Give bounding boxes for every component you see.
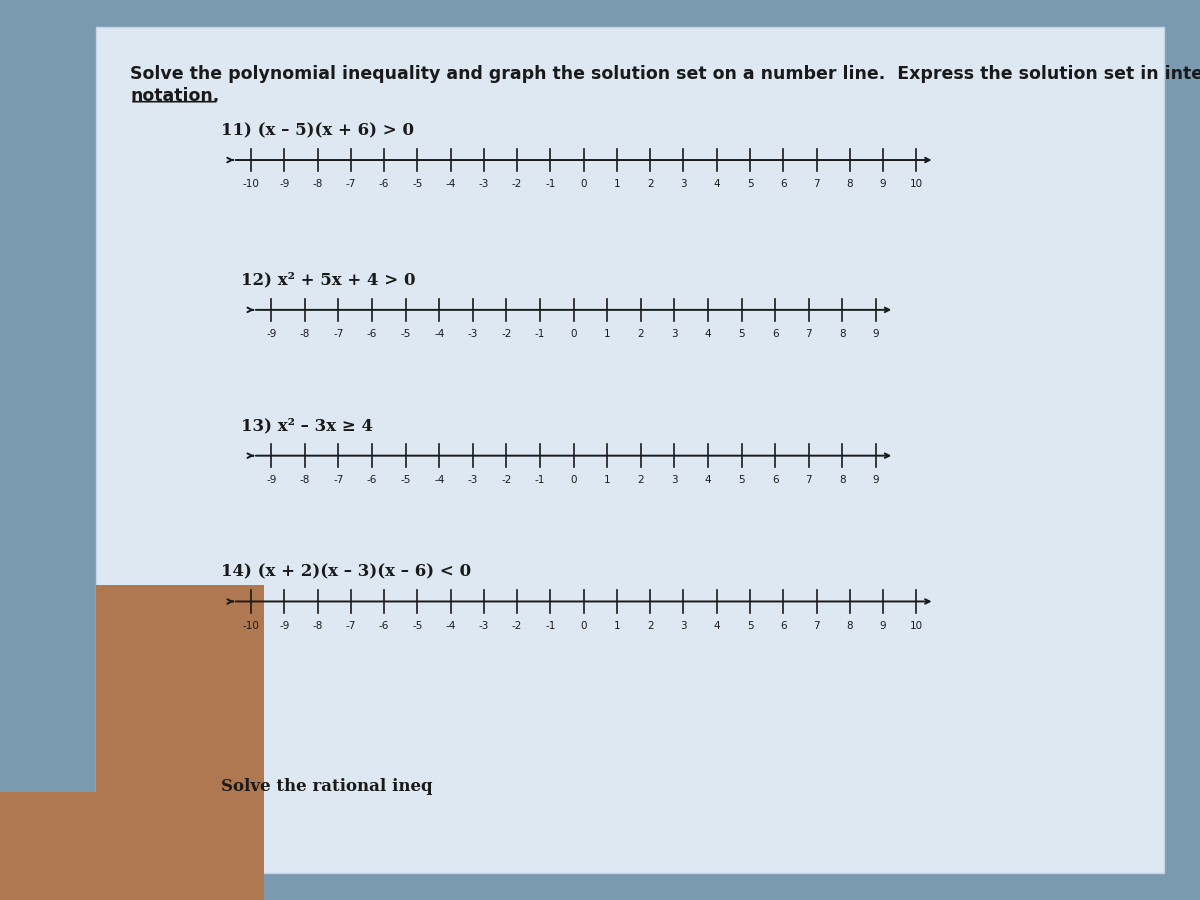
Text: 3: 3 — [680, 621, 686, 631]
Text: -6: -6 — [379, 179, 389, 190]
Text: 5: 5 — [746, 179, 754, 190]
Text: -5: -5 — [412, 621, 422, 631]
Text: -5: -5 — [412, 179, 422, 190]
Text: -10: -10 — [242, 179, 259, 190]
Text: -1: -1 — [535, 329, 545, 339]
Text: 8: 8 — [839, 329, 846, 339]
Text: 8: 8 — [846, 621, 853, 631]
Text: 9: 9 — [880, 179, 887, 190]
Text: 0: 0 — [570, 329, 577, 339]
Text: 1: 1 — [604, 329, 611, 339]
Text: 5: 5 — [738, 329, 745, 339]
Text: 8: 8 — [839, 475, 846, 485]
Text: -1: -1 — [545, 621, 556, 631]
Text: -4: -4 — [445, 179, 456, 190]
Text: -2: -2 — [512, 621, 522, 631]
Text: -1: -1 — [535, 475, 545, 485]
Text: 0: 0 — [581, 179, 587, 190]
Text: 5: 5 — [738, 475, 745, 485]
Text: 6: 6 — [780, 179, 786, 190]
Text: -9: -9 — [280, 179, 289, 190]
Text: -10: -10 — [242, 621, 259, 631]
Text: 14) (x + 2)(x – 3)(x – 6) < 0: 14) (x + 2)(x – 3)(x – 6) < 0 — [221, 563, 470, 580]
Text: 7: 7 — [805, 329, 812, 339]
Text: -7: -7 — [346, 179, 356, 190]
Text: 6: 6 — [772, 475, 779, 485]
Text: 1: 1 — [613, 179, 620, 190]
Text: -9: -9 — [280, 621, 289, 631]
Text: 6: 6 — [772, 329, 779, 339]
Text: 2: 2 — [637, 475, 644, 485]
Text: 2: 2 — [647, 621, 654, 631]
Text: -8: -8 — [300, 475, 310, 485]
Text: -5: -5 — [401, 329, 410, 339]
Text: 7: 7 — [814, 621, 820, 631]
Text: 1: 1 — [613, 621, 620, 631]
Text: 7: 7 — [814, 179, 820, 190]
Text: 8: 8 — [846, 179, 853, 190]
Text: Solve the polynomial inequality and graph the solution set on a number line.  Ex: Solve the polynomial inequality and grap… — [130, 65, 1200, 83]
Text: -1: -1 — [545, 179, 556, 190]
Text: 4: 4 — [704, 329, 712, 339]
Text: -2: -2 — [512, 179, 522, 190]
Text: 7: 7 — [805, 475, 812, 485]
Text: -7: -7 — [334, 329, 343, 339]
FancyBboxPatch shape — [96, 27, 1164, 873]
Text: 12) x² + 5x + 4 > 0: 12) x² + 5x + 4 > 0 — [241, 272, 415, 289]
Text: -3: -3 — [479, 621, 490, 631]
Text: -7: -7 — [334, 475, 343, 485]
Text: 4: 4 — [704, 475, 712, 485]
Text: -9: -9 — [266, 329, 276, 339]
Text: 10: 10 — [910, 179, 923, 190]
Text: 1: 1 — [604, 475, 611, 485]
Text: -4: -4 — [434, 475, 444, 485]
Text: -8: -8 — [312, 179, 323, 190]
Text: 3: 3 — [680, 179, 686, 190]
Text: notation.: notation. — [130, 87, 220, 105]
Text: 10: 10 — [910, 621, 923, 631]
Text: 9: 9 — [872, 475, 880, 485]
Text: 9: 9 — [872, 329, 880, 339]
Text: 4: 4 — [714, 621, 720, 631]
Text: -4: -4 — [434, 329, 444, 339]
Text: -3: -3 — [479, 179, 490, 190]
Text: 4: 4 — [714, 179, 720, 190]
Text: 11) (x – 5)(x + 6) > 0: 11) (x – 5)(x + 6) > 0 — [221, 122, 414, 139]
Text: 9: 9 — [880, 621, 887, 631]
Text: 13) x² – 3x ≥ 4: 13) x² – 3x ≥ 4 — [241, 418, 373, 435]
Text: -2: -2 — [502, 475, 511, 485]
Text: -6: -6 — [367, 475, 377, 485]
Text: Solve the rational ineq: Solve the rational ineq — [221, 778, 432, 795]
Text: -5: -5 — [401, 475, 410, 485]
Polygon shape — [0, 585, 264, 900]
Text: 0: 0 — [581, 621, 587, 631]
Text: -9: -9 — [266, 475, 276, 485]
Text: -7: -7 — [346, 621, 356, 631]
Text: -3: -3 — [468, 475, 478, 485]
Text: -6: -6 — [379, 621, 389, 631]
Text: -2: -2 — [502, 329, 511, 339]
Text: -6: -6 — [367, 329, 377, 339]
Text: -3: -3 — [468, 329, 478, 339]
Text: 2: 2 — [637, 329, 644, 339]
Text: 5: 5 — [746, 621, 754, 631]
Text: 0: 0 — [570, 475, 577, 485]
Text: 6: 6 — [780, 621, 786, 631]
Text: 3: 3 — [671, 329, 678, 339]
Text: 3: 3 — [671, 475, 678, 485]
Text: -8: -8 — [312, 621, 323, 631]
Text: -4: -4 — [445, 621, 456, 631]
Text: -8: -8 — [300, 329, 310, 339]
Text: 2: 2 — [647, 179, 654, 190]
